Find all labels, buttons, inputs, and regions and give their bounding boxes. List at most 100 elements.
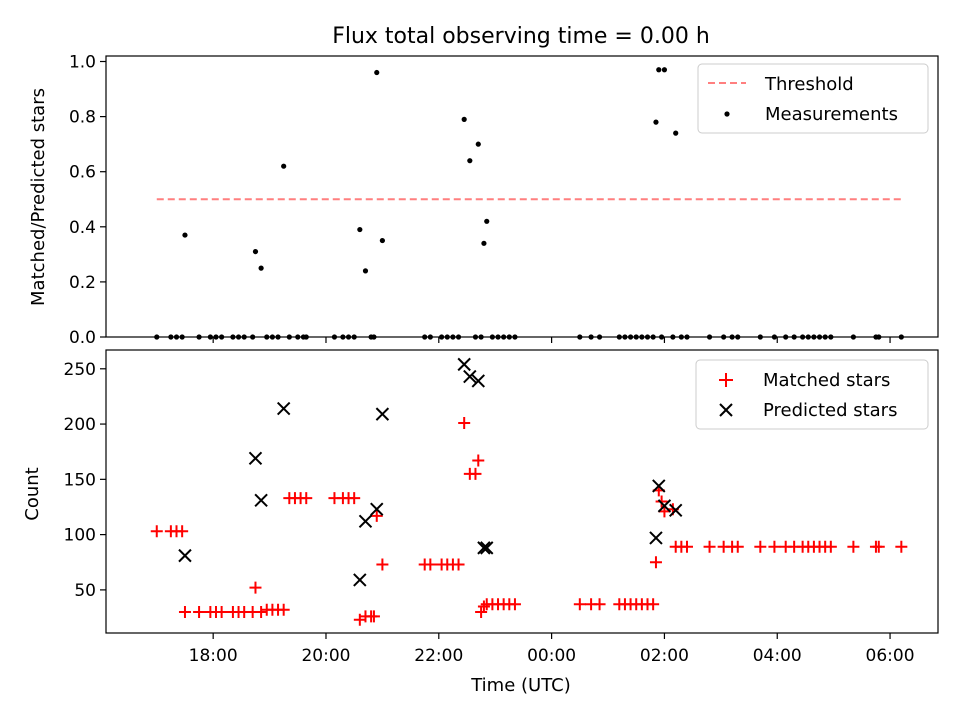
predicted-star-marker xyxy=(353,573,367,587)
count-x-tick-label: 00:00 xyxy=(527,646,576,666)
count-panel: 50 100 150 200 250 18:00 20:00 22:00 00:00 02:00… xyxy=(22,349,939,696)
ratio-y-tick-label: 0.6 xyxy=(69,163,96,183)
measurement-point xyxy=(362,268,369,274)
matched-star-marker xyxy=(731,540,744,553)
ratio-y-axis-label: Matched/Predicted stars xyxy=(28,88,49,306)
chart-title: Flux total observing time = 0.00 h xyxy=(332,24,710,49)
matched-star-marker xyxy=(249,581,262,594)
matched-star-marker xyxy=(178,605,191,618)
matched-star-marker xyxy=(150,525,163,538)
ratio-panel: Flux total observing time = 0.00 h 0.0 0.… xyxy=(28,24,939,348)
matched-star-marker xyxy=(477,600,490,613)
measurement-point xyxy=(475,141,481,147)
matched-star-marker xyxy=(424,558,437,571)
matched-star-marker xyxy=(452,558,465,571)
matched-star-marker xyxy=(768,540,781,553)
predicted-star-marker xyxy=(480,541,494,555)
ratio-x-ticks xyxy=(212,337,891,343)
measurement-point xyxy=(461,116,467,122)
predicted-star-marker xyxy=(248,451,263,466)
count-axes-frame xyxy=(105,349,939,634)
count-x-tick-label: 22:00 xyxy=(414,646,463,666)
legend-matched-label: Matched stars xyxy=(763,370,890,391)
matched-star-marker xyxy=(376,558,389,571)
matched-star-marker xyxy=(847,540,860,553)
count-x-tick-label: 02:00 xyxy=(640,646,689,666)
matched-star-marker xyxy=(255,605,268,618)
measurement-point xyxy=(182,232,188,238)
predicted-star-marker xyxy=(463,369,477,384)
ratio-legend-box xyxy=(697,63,929,134)
legend-predicted-swatch xyxy=(719,403,733,417)
count-x-ticks: 18:00 20:00 22:00 00:00 02:00 04:00 06:00 xyxy=(189,633,915,666)
ratio-y-tick-label: 0.8 xyxy=(69,108,96,128)
matched-star-marker xyxy=(193,605,206,618)
predicted-star-marker xyxy=(178,548,192,563)
measurement-point xyxy=(281,163,287,169)
measurement-point xyxy=(374,69,380,76)
matched-star-marker xyxy=(824,540,837,553)
ratio-y-tick-label: 0.0 xyxy=(69,328,96,348)
matched-star-marker xyxy=(680,540,693,553)
measurement-point xyxy=(258,265,264,271)
count-y-tick-label: 100 xyxy=(64,526,96,546)
predicted-star-marker xyxy=(276,401,291,416)
matched-star-marker xyxy=(593,598,606,611)
count-x-tick-label: 20:00 xyxy=(301,646,350,666)
matched-star-marker xyxy=(703,540,716,553)
predicted-star-marker xyxy=(477,541,491,555)
predicted-star-marker xyxy=(370,502,384,516)
measurement-point xyxy=(653,119,659,125)
measurement-point xyxy=(673,130,679,136)
predicted-star-marker xyxy=(375,407,390,421)
measurement-point xyxy=(467,158,473,164)
matched-star-marker xyxy=(573,598,586,611)
count-x-tick-label: 18:00 xyxy=(189,646,238,666)
predicted-star-marker xyxy=(657,499,672,513)
matched-star-marker xyxy=(469,467,482,480)
count-y-tick-label: 250 xyxy=(64,360,96,380)
matched-star-marker xyxy=(872,540,885,553)
ratio-y-ticks: 0.0 0.2 0.4 0.6 0.8 1.0 xyxy=(69,53,106,348)
matched-star-marker xyxy=(895,540,908,553)
matched-star-marker xyxy=(277,603,290,616)
matched-star-marker xyxy=(472,454,485,467)
matched-star-marker xyxy=(658,505,671,518)
ratio-axes-frame xyxy=(105,55,939,338)
measurement-point xyxy=(252,248,259,255)
count-plot-area xyxy=(150,357,908,626)
matched-star-marker xyxy=(176,525,189,538)
count-y-axis-label: Count xyxy=(22,467,43,520)
legend-predicted-label: Predicted stars xyxy=(763,400,897,421)
matched-star-marker xyxy=(647,598,660,611)
predicted-star-marker xyxy=(649,531,663,545)
predicted-star-marker xyxy=(358,514,373,529)
count-y-tick-label: 50 xyxy=(74,581,96,601)
measurement-point xyxy=(357,226,363,233)
legend-threshold-label: Threshold xyxy=(764,74,854,95)
matched-star-marker xyxy=(754,540,767,553)
matched-star-marker xyxy=(300,492,313,505)
measurement-point xyxy=(484,218,490,224)
legend-measurements-swatch xyxy=(724,111,730,117)
matched-star-marker xyxy=(458,416,471,429)
predicted-star-marker xyxy=(254,493,268,508)
predicted-star-marker xyxy=(471,374,485,388)
count-legend-box xyxy=(695,359,929,430)
matched-star-marker xyxy=(348,492,361,505)
predicted-star-marker xyxy=(669,503,683,518)
measurement-point xyxy=(661,67,668,73)
count-y-tick-label: 150 xyxy=(64,470,96,490)
count-x-tick-label: 04:00 xyxy=(753,646,802,666)
ratio-y-tick-label: 1.0 xyxy=(69,53,96,73)
matched-star-marker xyxy=(370,509,383,522)
predicted-star-marker xyxy=(652,479,666,493)
ratio-legend: Threshold Measurements xyxy=(697,63,929,134)
measurement-point xyxy=(656,67,662,73)
ratio-y-tick-label: 0.2 xyxy=(69,273,96,293)
matched-star-marker xyxy=(508,598,521,611)
matched-star-marker xyxy=(367,610,380,623)
legend-matched-swatch xyxy=(719,373,733,387)
predicted-star-marker xyxy=(457,357,471,372)
